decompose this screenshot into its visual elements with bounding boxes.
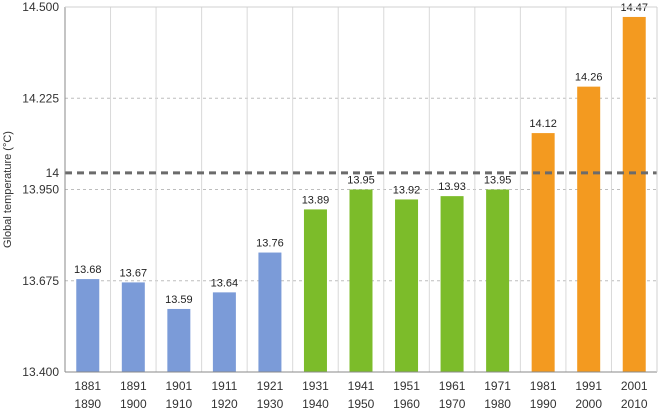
xtick-label-start: 1981 (530, 379, 557, 393)
xtick-label-start: 1951 (393, 379, 420, 393)
bar (167, 308, 191, 372)
xtick-label-end: 2000 (575, 397, 602, 411)
xtick-label-end: 1940 (302, 397, 329, 411)
data-label: 13.64 (211, 277, 239, 289)
xtick-label-end: 1980 (484, 397, 511, 411)
ytick-label: 14.500 (22, 0, 59, 14)
xtick-label-start: 1881 (74, 379, 101, 393)
xtick-label-end: 1970 (439, 397, 466, 411)
xtick-label-start: 1961 (439, 379, 466, 393)
xtick-label-start: 2001 (621, 379, 648, 393)
data-label: 13.68 (74, 264, 102, 276)
xtick-label-end: 1900 (120, 397, 147, 411)
data-label: 13.89 (302, 194, 330, 206)
data-label: 13.95 (347, 175, 375, 187)
data-label: 13.95 (484, 175, 512, 187)
xtick-label-start: 1901 (165, 379, 192, 393)
data-label: 14.47 (620, 2, 648, 14)
data-label: 13.76 (256, 238, 284, 250)
data-label: 13.59 (165, 294, 193, 306)
label-layer: 13.68 13.67 13.59 13.64 13.76 13.89 13.95 13.92… (74, 2, 648, 306)
bar (212, 292, 236, 372)
ytick-label: 13.675 (22, 274, 59, 288)
data-label: 13.93 (438, 181, 466, 193)
reference-layer: 14 (46, 166, 657, 180)
bar (395, 199, 419, 372)
bar (577, 86, 601, 373)
data-label: 13.92 (393, 184, 421, 196)
xtick-label-end: 1960 (393, 397, 420, 411)
bar (349, 189, 373, 372)
ytick-label: 13.950 (22, 183, 59, 197)
data-label: 14.12 (529, 118, 557, 130)
bar (622, 16, 646, 372)
xtick-label-end: 1920 (211, 397, 238, 411)
xtick-label-start: 1941 (348, 379, 375, 393)
axis-layer: 13.400 13.675 13.950 14.225 14.500 1881 1890 18… (22, 0, 658, 411)
bar (440, 196, 464, 372)
ytick-label: 14.225 (22, 91, 59, 105)
xtick-label-end: 1910 (165, 397, 192, 411)
bar-layer (76, 16, 646, 373)
reference-line-label: 14 (46, 166, 60, 180)
data-label: 14.26 (575, 72, 603, 84)
bar (303, 209, 327, 372)
xtick-label-end: 1990 (530, 397, 557, 411)
bar (76, 279, 100, 372)
xtick-label-end: 2010 (621, 397, 648, 411)
data-label: 13.67 (120, 267, 148, 279)
bar (258, 252, 282, 372)
ytick-label: 13.400 (22, 365, 59, 379)
bar (531, 133, 555, 372)
xtick-label-start: 1931 (302, 379, 329, 393)
xtick-label-end: 1890 (74, 397, 101, 411)
bar (486, 189, 510, 372)
xtick-label-start: 1891 (120, 379, 147, 393)
grid-layer (65, 6, 657, 372)
xtick-label-end: 1930 (257, 397, 284, 411)
xtick-label-start: 1921 (257, 379, 284, 393)
xtick-label-start: 1991 (575, 379, 602, 393)
xtick-label-start: 1911 (211, 379, 237, 393)
bar (121, 282, 145, 372)
y-axis-title: Global temperature (°C) (2, 131, 14, 248)
xtick-label-end: 1950 (348, 397, 375, 411)
xtick-label-start: 1971 (484, 379, 511, 393)
